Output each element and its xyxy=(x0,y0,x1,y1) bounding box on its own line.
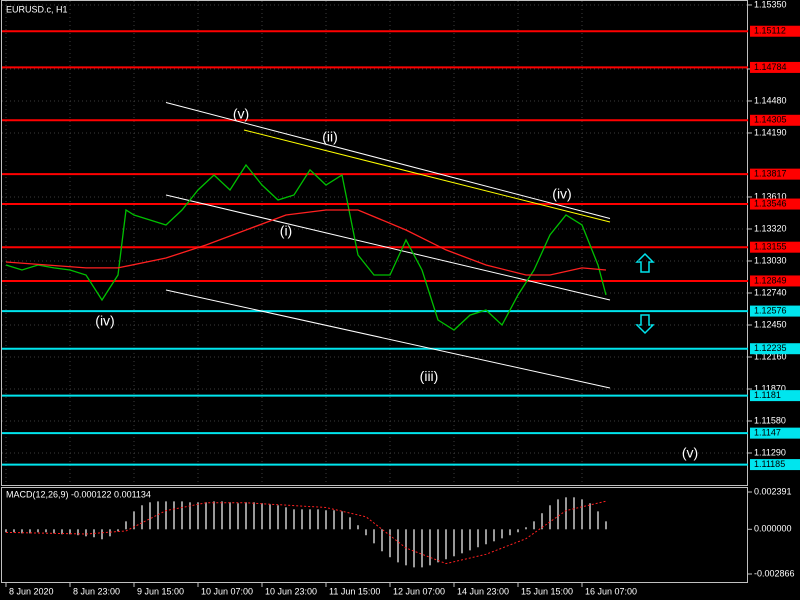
y-tick-label: 1.15350 xyxy=(754,0,787,9)
level-label: 1.13546 xyxy=(754,198,787,208)
wave-label: (iv) xyxy=(95,313,114,329)
level-label-box xyxy=(750,390,800,402)
arrow-icon xyxy=(635,252,655,273)
macd-title: MACD(12,26,9) -0.000122 0.001134 xyxy=(6,489,151,499)
x-tick-label: 10 Jun 07:00 xyxy=(201,586,253,596)
level-label: 1.12849 xyxy=(754,275,787,285)
wave-label: (iii) xyxy=(420,368,439,384)
x-tick-label: 14 Jun 23:00 xyxy=(457,586,509,596)
y-tick-label: 1.13610 xyxy=(754,191,787,201)
x-tick-label: 16 Jun 07:00 xyxy=(585,586,637,596)
x-tick-label: 8 Jun 2020 xyxy=(9,586,54,596)
level-label: 1.12235 xyxy=(754,343,787,353)
trend-line xyxy=(165,102,611,219)
level-label: 1.1181 xyxy=(754,390,781,400)
y-tick-label: 1.12740 xyxy=(754,287,787,297)
trend-line xyxy=(165,289,611,389)
y-tick-label: 1.11580 xyxy=(754,415,786,425)
y-tick-label: 1.12160 xyxy=(754,351,787,361)
wave-label: (ii) xyxy=(322,129,338,145)
y-tick-label: 1.11870 xyxy=(754,383,786,393)
level-label: 1.14784 xyxy=(754,62,787,72)
arrow-icon xyxy=(635,314,655,335)
x-tick-label: 15 Jun 15:00 xyxy=(521,586,573,596)
level-label-box xyxy=(750,25,800,37)
level-label-box xyxy=(750,61,800,73)
level-label-box xyxy=(750,305,800,317)
level-label-box xyxy=(750,427,800,439)
x-tick-label: 11 Jun 15:00 xyxy=(329,586,380,596)
level-label-box xyxy=(750,198,800,210)
chart-title: EURUSD.c, H1 xyxy=(6,4,68,14)
y-tick-label: 0.000000 xyxy=(754,524,792,534)
level-label: 1.14305 xyxy=(754,115,787,125)
x-tick-label: 8 Jun 23:00 xyxy=(73,586,120,596)
level-label-box xyxy=(750,241,800,253)
level-label: 1.13817 xyxy=(754,169,787,179)
main-frame xyxy=(1,0,748,486)
down-arrow xyxy=(635,314,655,335)
wave-label: (v) xyxy=(233,106,249,122)
y-tick-label: 1.13030 xyxy=(754,255,787,265)
x-tick-label: 10 Jun 23:00 xyxy=(265,586,317,596)
y-tick-label: 1.11290 xyxy=(754,447,786,457)
x-tick-label: 12 Jun 07:00 xyxy=(393,586,445,596)
level-label-box xyxy=(750,343,800,355)
level-label-box xyxy=(750,114,800,126)
up-arrow xyxy=(635,252,655,273)
y-tick-label: 1.14190 xyxy=(754,127,787,137)
level-label-box xyxy=(750,275,800,287)
level-label-box xyxy=(750,459,800,471)
level-label: 1.15112 xyxy=(754,26,786,36)
y-tick-label: 1.13320 xyxy=(754,223,787,233)
y-tick-label: 1.14480 xyxy=(754,95,787,105)
level-label: 1.1147 xyxy=(754,428,781,438)
level-label: 1.11185 xyxy=(754,459,785,469)
y-tick-label: 0.002391 xyxy=(754,486,792,496)
level-label: 1.13155 xyxy=(754,242,787,252)
price-line xyxy=(5,163,607,331)
macd-frame xyxy=(1,487,748,583)
moving-average xyxy=(5,209,607,276)
x-tick-label: 9 Jun 15:00 xyxy=(137,586,184,596)
y-tick-label: -0.002866 xyxy=(754,568,795,578)
trend-line xyxy=(165,194,611,301)
wave-label: (v) xyxy=(682,445,698,461)
signal-line xyxy=(5,500,607,565)
wave-label: (iv) xyxy=(552,186,571,202)
wave-label: (i) xyxy=(280,223,292,239)
trend-line xyxy=(243,129,611,223)
level-label-box xyxy=(750,168,800,180)
level-label: 1.12576 xyxy=(754,305,787,315)
y-tick-label: 1.12450 xyxy=(754,319,787,329)
